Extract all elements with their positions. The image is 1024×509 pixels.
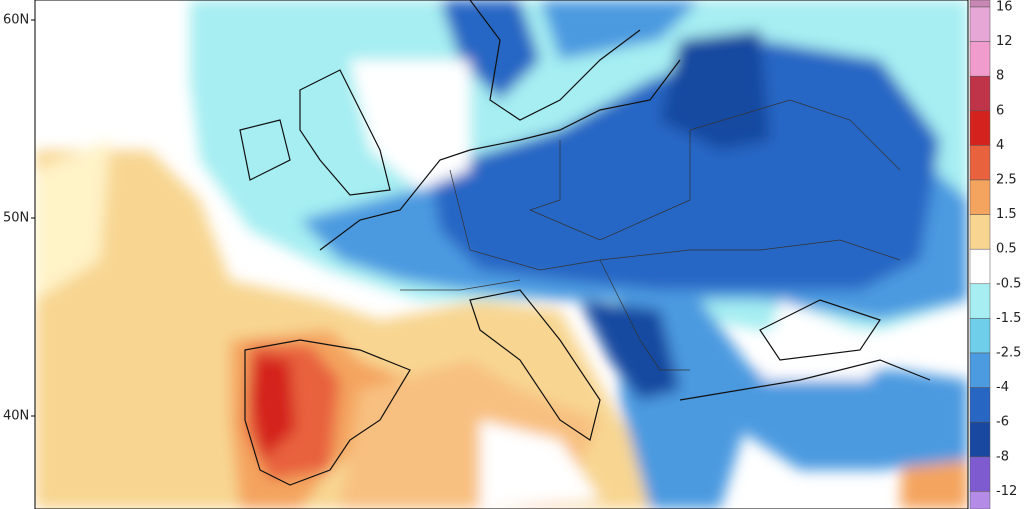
colorbar-label: -1.5 (996, 311, 1021, 326)
colorbar: 16 12 8 6 4 2.5 1.5 0.5 -0.5 -1.5 -2.5 -4 -6 -8 -12 (969, 0, 1021, 509)
colorbar-swatch (969, 421, 991, 458)
anomaly-field (35, 0, 968, 509)
colorbar-swatch (969, 6, 991, 42)
colorbar-swatch (969, 179, 991, 215)
colorbar-swatch (969, 283, 991, 319)
coastlines (239, 0, 931, 486)
map-frame (34, 0, 969, 509)
colorbar-label: 6 (996, 103, 1004, 118)
borders (400, 99, 901, 371)
colorbar-label: 8 (996, 69, 1004, 84)
colorbar-swatch (969, 248, 991, 285)
latitude-label: 60N (3, 13, 29, 28)
colorbar-swatch (969, 491, 991, 509)
colorbar-swatch (969, 0, 991, 8)
colorbar-label: 1.5 (996, 207, 1017, 222)
colorbar-swatch (969, 75, 991, 112)
latitude-labels: 60N 50N 40N (3, 13, 35, 424)
colorbar-label: 2.5 (996, 173, 1017, 188)
latitude-label: 50N (3, 211, 29, 226)
colorbar-label: 0.5 (996, 242, 1017, 257)
colorbar-swatch (969, 41, 991, 77)
colorbar-label: -2.5 (996, 346, 1021, 361)
colorbar-label: -12 (996, 484, 1017, 499)
map-area (35, 0, 968, 509)
colorbar-label: -4 (996, 380, 1009, 395)
colorbar-swatch (969, 387, 991, 423)
colorbar-label: -0.5 (996, 276, 1021, 291)
colorbar-swatch (969, 352, 991, 388)
colorbar-swatch (969, 318, 991, 354)
colorbar-label: -8 (996, 449, 1009, 464)
latitude-label: 40N (3, 409, 29, 424)
colorbar-swatch (969, 110, 991, 146)
colorbar-swatch (969, 214, 991, 250)
colorbar-swatch (969, 456, 991, 492)
colorbar-swatch (969, 145, 991, 181)
colorbar-label: 12 (996, 34, 1013, 49)
colorbar-label: -6 (996, 415, 1009, 430)
colorbar-label: 16 (996, 0, 1013, 15)
colorbar-label: 4 (996, 138, 1004, 153)
